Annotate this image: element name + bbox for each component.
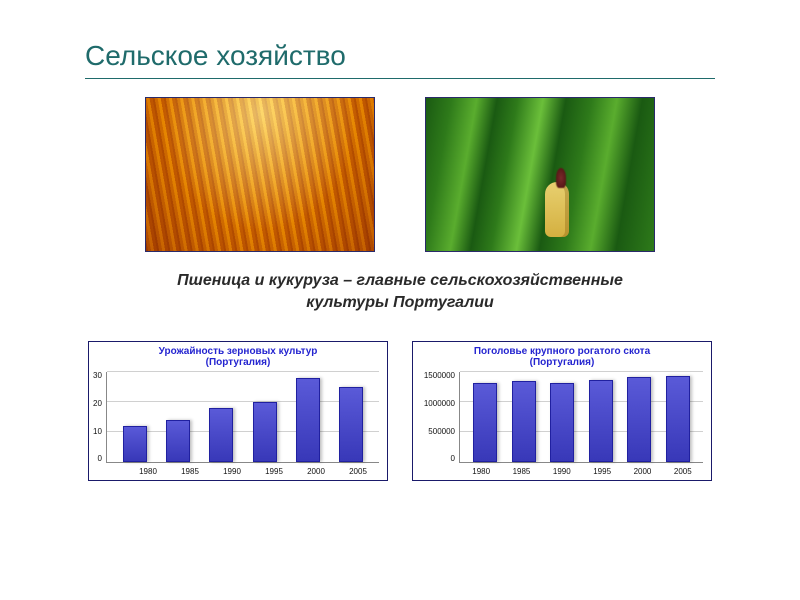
crop-yield-chart: Урожайность зерновых культур (Португалия… (88, 341, 388, 481)
y-tick: 10 (93, 428, 102, 436)
charts-row: Урожайность зерновых культур (Португалия… (85, 341, 715, 481)
bars (460, 372, 703, 462)
x-tick: 1995 (589, 467, 615, 476)
cattle-chart: Поголовье крупного рогатого скота (Порту… (412, 341, 712, 481)
x-tick: 2000 (629, 467, 655, 476)
x-tick: 2005 (345, 467, 371, 476)
chart-title: Поголовье крупного рогатого скота (Порту… (413, 342, 711, 370)
bar (339, 387, 363, 462)
plot-area: 0 500000 1000000 1500000 (413, 370, 711, 465)
caption: Пшеница и кукуруза – главные сельскохозя… (140, 270, 660, 313)
bar (296, 378, 320, 462)
x-tick: 1985 (177, 467, 203, 476)
bars-wrap (459, 372, 703, 463)
y-axis: 0 500000 1000000 1500000 (417, 372, 459, 463)
x-axis: 1980 1985 1990 1995 2000 2005 (89, 465, 387, 480)
x-tick: 1995 (261, 467, 287, 476)
chart-title: Урожайность зерновых культур (Португалия… (89, 342, 387, 370)
bar (166, 420, 190, 462)
y-tick: 500000 (428, 428, 455, 436)
slide: Сельское хозяйство Пшеница и кукуруза – … (0, 0, 800, 600)
chart-title-line1: Урожайность зерновых культур (93, 346, 383, 357)
y-tick: 0 (97, 455, 101, 463)
x-axis: 1980 1985 1990 1995 2000 2005 (413, 465, 711, 480)
bar (512, 381, 536, 462)
y-tick: 0 (451, 455, 455, 463)
x-tick: 2000 (303, 467, 329, 476)
x-tick: 1980 (135, 467, 161, 476)
bar (253, 402, 277, 462)
page-title: Сельское хозяйство (85, 40, 715, 72)
chart-title-line2: (Португалия) (93, 357, 383, 368)
bar (209, 408, 233, 462)
bar (550, 383, 574, 462)
x-tick: 2005 (670, 467, 696, 476)
wheat-photo (145, 97, 375, 252)
y-tick: 1500000 (424, 372, 455, 380)
y-tick: 20 (93, 400, 102, 408)
chart-title-line2: (Португалия) (417, 357, 707, 368)
y-axis: 0 10 20 30 (93, 372, 106, 463)
x-tick: 1990 (219, 467, 245, 476)
chart-title-line1: Поголовье крупного рогатого скота (417, 346, 707, 357)
x-tick: 1990 (549, 467, 575, 476)
bars (107, 372, 379, 462)
bar (123, 426, 147, 462)
bars-wrap (106, 372, 379, 463)
bar (627, 377, 651, 462)
bar (473, 383, 497, 462)
plot-area: 0 10 20 30 (89, 370, 387, 465)
y-tick: 1000000 (424, 400, 455, 408)
x-tick: 1985 (508, 467, 534, 476)
title-rule (85, 78, 715, 79)
bar (666, 376, 690, 462)
bar (589, 380, 613, 462)
x-tick: 1980 (468, 467, 494, 476)
corn-photo (425, 97, 655, 252)
y-tick: 30 (93, 372, 102, 380)
photos-row (85, 97, 715, 252)
